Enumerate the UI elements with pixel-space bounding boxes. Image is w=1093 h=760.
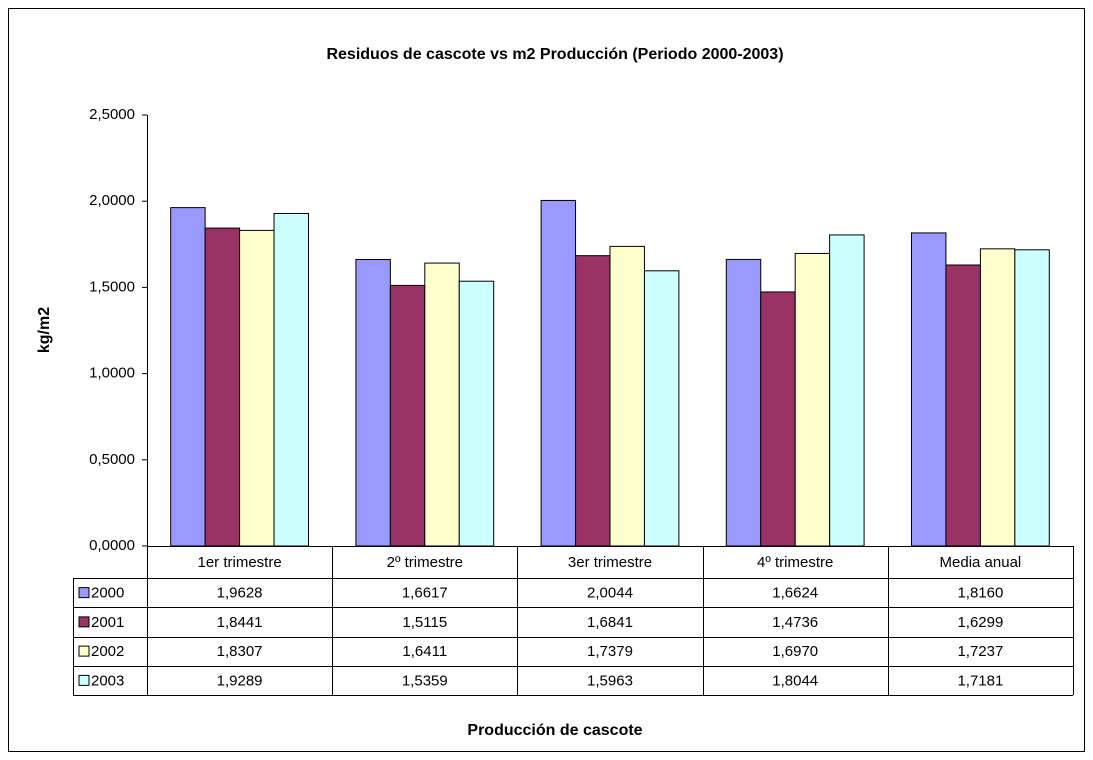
table-value: 1,5963: [587, 672, 633, 689]
y-tick-label: 2,0000: [89, 192, 135, 209]
bar: [424, 262, 460, 547]
chart-title: Residuos de cascote vs m2 Producción (Pe…: [326, 46, 783, 63]
table-value: 1,7181: [957, 672, 1003, 689]
legend-key: [78, 616, 90, 628]
legend-key: [78, 674, 90, 686]
legend-key: [78, 645, 90, 657]
bar: [725, 258, 762, 547]
bar: [239, 229, 275, 547]
bar: [389, 284, 426, 547]
bar: [355, 259, 391, 547]
y-tick-label: 0,0000: [89, 537, 135, 554]
bar: [170, 207, 206, 547]
bar: [609, 245, 645, 547]
table-value: 1,7237: [957, 643, 1003, 660]
x-axis-label: Producción de cascote: [467, 722, 642, 739]
legend-label: 2000: [91, 585, 124, 602]
bar: [911, 232, 947, 547]
legend-label: 2001: [91, 614, 124, 631]
x-tick-label: 3er trimestre: [568, 554, 652, 571]
y-tick-label: 1,5000: [89, 278, 135, 295]
x-tick-label: 4º trimestre: [757, 554, 833, 571]
table-value: 1,6617: [402, 585, 448, 602]
x-tick-label: 2º trimestre: [387, 554, 463, 571]
table-value: 1,7379: [587, 643, 633, 660]
table-value: 1,8160: [957, 585, 1003, 602]
table-value: 1,8044: [772, 672, 818, 689]
y-tick-label: 1,0000: [89, 365, 135, 382]
bar: [760, 291, 796, 547]
x-tick-label: Media anual: [940, 554, 1022, 571]
bar: [458, 280, 495, 547]
legend-label: 2003: [91, 672, 124, 689]
table-value: 1,5359: [402, 672, 448, 689]
bar: [575, 255, 611, 547]
y-axis-label: kg/m2: [36, 307, 53, 353]
table-value: 1,9628: [217, 585, 263, 602]
table-value: 1,6841: [587, 614, 633, 631]
table-value: 1,4736: [772, 614, 818, 631]
bar: [794, 252, 831, 547]
table-value: 2,0044: [587, 585, 633, 602]
bar: [643, 270, 680, 547]
bar: [979, 248, 1016, 547]
bar: [829, 234, 865, 547]
bar: [204, 227, 241, 547]
table-value: 1,8307: [217, 643, 263, 660]
table-value: 1,8441: [217, 614, 263, 631]
bar: [1014, 249, 1050, 547]
y-tick-label: 2,5000: [89, 106, 135, 123]
table-value: 1,6624: [772, 585, 818, 602]
bar: [945, 264, 981, 547]
table-value: 1,6970: [772, 643, 818, 660]
x-tick-label: 1er trimestre: [198, 554, 282, 571]
legend-label: 2002: [91, 643, 124, 660]
bar: [273, 212, 309, 547]
y-tick-label: 0,5000: [89, 451, 135, 468]
table-value: 1,6299: [957, 614, 1003, 631]
bar: [540, 199, 577, 547]
table-value: 1,5115: [402, 614, 447, 631]
table-value: 1,6411: [402, 643, 447, 660]
table-value: 1,9289: [217, 672, 263, 689]
legend-key: [78, 587, 90, 599]
